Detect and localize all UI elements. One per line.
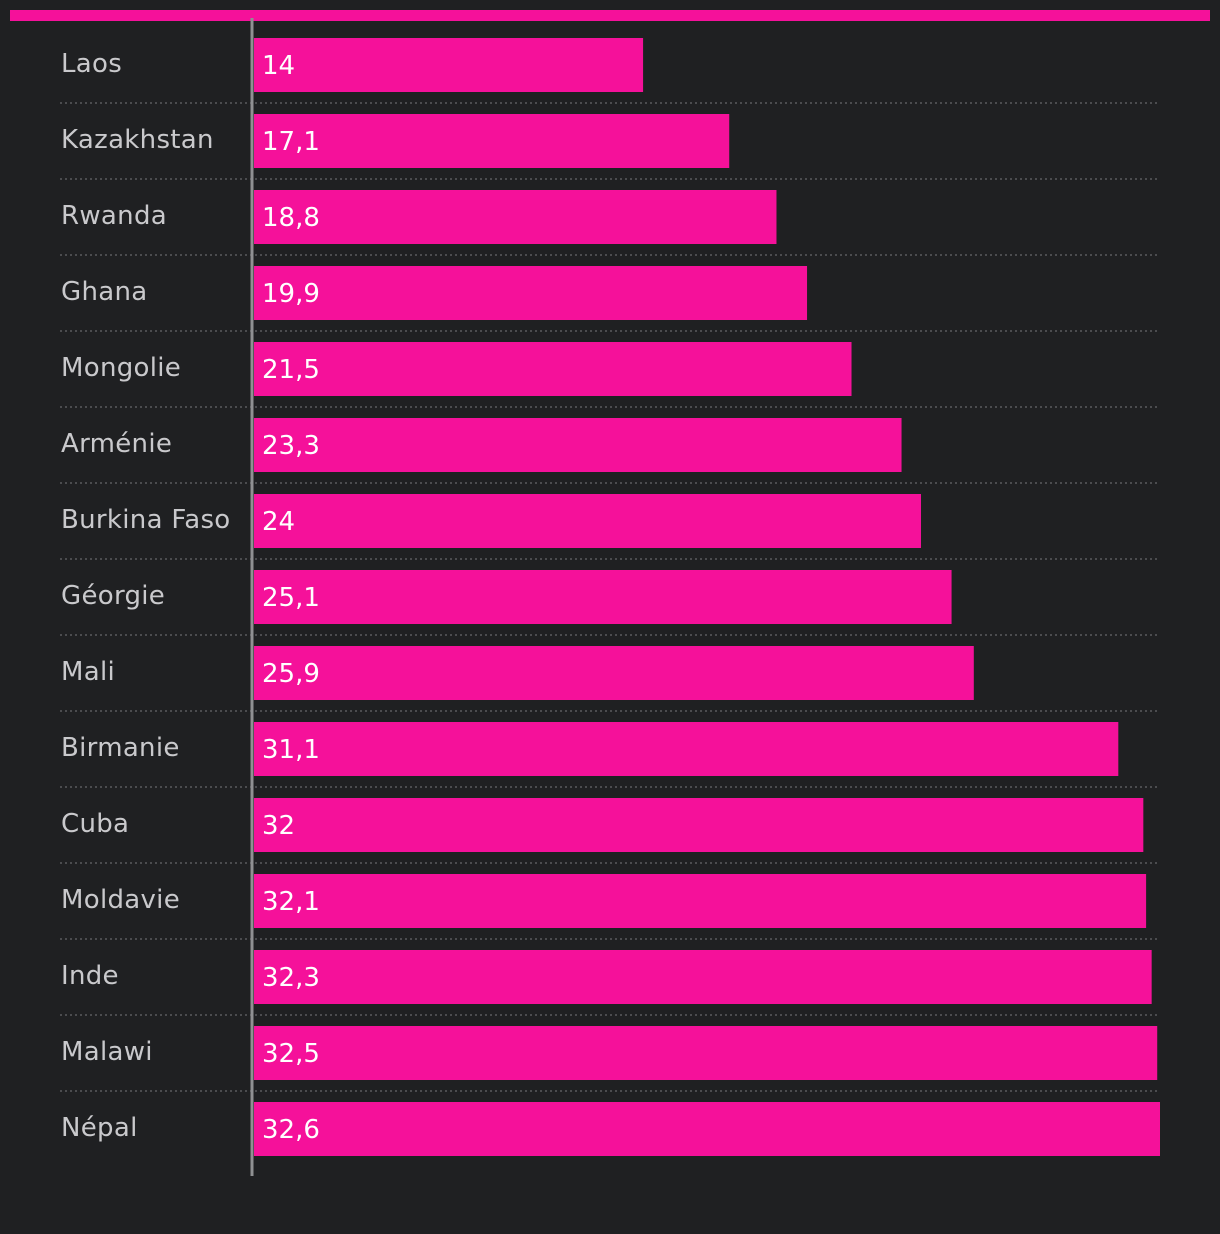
category-label-mali: Mali — [61, 657, 115, 687]
value-label-nepal: 32,6 — [262, 1115, 320, 1145]
bar-mali — [254, 646, 974, 700]
category-label-moldavie: Moldavie — [61, 885, 180, 915]
category-label-cuba: Cuba — [61, 809, 129, 839]
bar-cuba — [254, 798, 1144, 852]
top-accent-rule — [10, 10, 1210, 21]
value-label-laos: 14 — [262, 51, 295, 81]
bar-armenie — [254, 418, 902, 472]
category-label-georgie: Géorgie — [61, 581, 165, 611]
value-label-cuba: 32 — [262, 811, 295, 841]
bar-burkina-faso — [254, 494, 921, 548]
bar-georgie — [254, 570, 952, 624]
value-labels: 14 17,1 18,8 19,9 21,5 23,3 24 25,1 25,9 31,1 32 32… — [262, 51, 320, 1145]
bars — [254, 38, 1160, 1156]
value-label-inde: 32,3 — [262, 963, 320, 993]
bar-moldavie — [254, 874, 1147, 928]
value-label-armenie: 23,3 — [262, 431, 320, 461]
category-labels: Laos Kazakhstan Rwanda Ghana Mongolie Arménie… — [61, 49, 231, 1143]
category-label-rwanda: Rwanda — [61, 201, 167, 231]
bar-mongolie — [254, 342, 852, 396]
category-label-kazakhstan: Kazakhstan — [61, 125, 214, 155]
bar-rwanda — [254, 190, 777, 244]
value-label-mali: 25,9 — [262, 659, 320, 689]
value-label-kazakhstan: 17,1 — [262, 127, 320, 157]
category-label-ghana: Ghana — [61, 277, 147, 307]
category-label-malawi: Malawi — [61, 1037, 153, 1067]
value-label-ghana: 19,9 — [262, 279, 320, 309]
value-label-mongolie: 21,5 — [262, 355, 320, 385]
category-label-laos: Laos — [61, 49, 122, 79]
value-label-malawi: 32,5 — [262, 1039, 320, 1069]
value-label-burkina-faso: 24 — [262, 507, 295, 537]
bar-ghana — [254, 266, 808, 320]
value-label-georgie: 25,1 — [262, 583, 320, 613]
bar-laos — [254, 38, 644, 92]
bar-kazakhstan — [254, 114, 730, 168]
bar-birmanie — [254, 722, 1119, 776]
bar-malawi — [254, 1026, 1158, 1080]
category-label-mongolie: Mongolie — [61, 353, 181, 383]
bar-inde — [254, 950, 1152, 1004]
category-label-birmanie: Birmanie — [61, 733, 180, 763]
category-label-burkina-faso: Burkina Faso — [61, 505, 231, 535]
bar-nepal — [254, 1102, 1160, 1156]
value-label-birmanie: 31,1 — [262, 735, 320, 765]
category-label-inde: Inde — [61, 961, 119, 991]
category-label-nepal: Népal — [61, 1113, 138, 1143]
row-dividers — [60, 102, 1160, 1092]
value-label-rwanda: 18,8 — [262, 203, 320, 233]
category-label-armenie: Arménie — [61, 429, 172, 459]
value-label-moldavie: 32,1 — [262, 887, 320, 917]
